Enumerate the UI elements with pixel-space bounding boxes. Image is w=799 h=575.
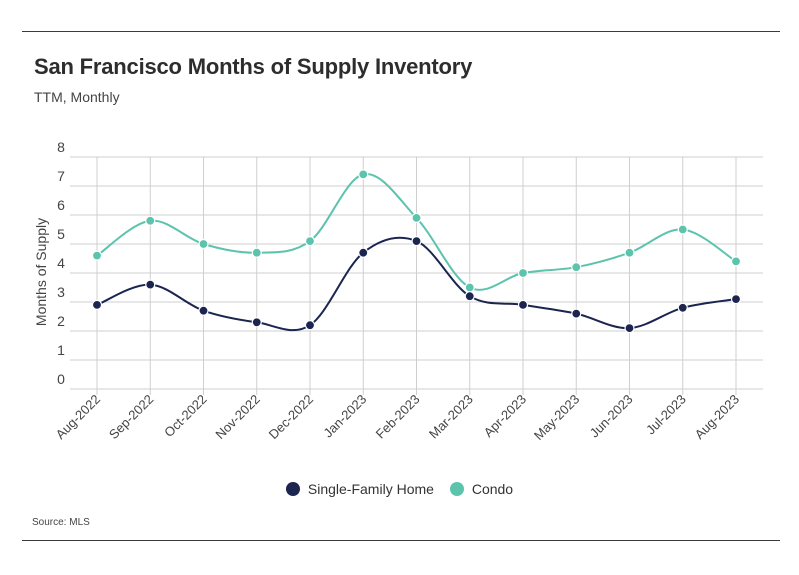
data-point-single-family[interactable] — [358, 247, 369, 258]
data-point-condo[interactable] — [358, 169, 369, 180]
legend-label-condo: Condo — [471, 481, 514, 497]
top-rule — [22, 31, 780, 32]
y-tick-label: 6 — [57, 197, 65, 213]
data-point-single-family[interactable] — [411, 236, 422, 247]
series-group — [91, 169, 742, 334]
x-tick-label: Jun-2023 — [587, 392, 636, 441]
condo-dot-icon — [449, 482, 464, 496]
y-tick-label: 4 — [57, 255, 65, 271]
y-tick-label: 3 — [57, 284, 65, 300]
x-tick-label: Jul-2023 — [643, 392, 689, 438]
data-point-condo[interactable] — [145, 215, 156, 226]
x-tick-label: Feb-2023 — [373, 392, 423, 442]
source-note: Source: MLS — [32, 517, 90, 528]
chart-subtitle: TTM, Monthly — [34, 89, 120, 105]
data-point-single-family[interactable] — [730, 294, 742, 305]
y-tick-label: 0 — [57, 371, 65, 387]
x-tick-label: Sep-2022 — [106, 392, 156, 442]
data-point-single-family[interactable] — [304, 320, 316, 331]
data-point-single-family[interactable] — [145, 279, 156, 290]
data-point-condo[interactable] — [91, 250, 103, 261]
data-point-condo[interactable] — [411, 212, 422, 223]
data-point-condo[interactable] — [624, 247, 635, 258]
y-tick-label: 1 — [57, 342, 65, 358]
x-tick-label: Aug-2023 — [692, 392, 742, 442]
legend-item-single-family[interactable]: Single-Family Home — [285, 481, 434, 497]
legend-label-single-family: Single-Family Home — [307, 481, 434, 497]
legend: Single-Family Home Condo — [0, 481, 799, 499]
data-point-condo[interactable] — [304, 236, 316, 247]
x-tick-label: Aug-2022 — [53, 392, 103, 442]
x-tick-label: Apr-2023 — [481, 392, 529, 440]
x-axis-ticks: Aug-2022 Sep-2022 Oct-2022 Nov-2022 Dec-2022… — [53, 392, 742, 443]
data-point-condo[interactable] — [251, 247, 262, 258]
data-point-single-family[interactable] — [677, 302, 688, 313]
data-point-condo[interactable] — [730, 256, 742, 267]
single-family-dot-icon — [285, 482, 300, 496]
data-point-single-family[interactable] — [251, 317, 262, 328]
data-point-condo[interactable] — [464, 282, 475, 293]
gridlines — [70, 156, 763, 395]
y-axis-ticks: 0 1 2 3 4 5 6 7 8 — [57, 139, 65, 387]
data-point-condo[interactable] — [517, 267, 529, 279]
data-point-single-family[interactable] — [198, 305, 209, 316]
data-point-condo[interactable] — [677, 224, 688, 235]
x-tick-label: Nov-2022 — [212, 392, 262, 442]
y-tick-label: 8 — [57, 139, 65, 155]
x-tick-label: Dec-2022 — [266, 392, 316, 442]
y-tick-label: 5 — [57, 226, 65, 242]
x-tick-label: Oct-2022 — [161, 392, 209, 440]
legend-item-condo[interactable]: Condo — [449, 481, 514, 497]
y-axis-label: Months of Supply — [33, 218, 49, 326]
data-point-single-family[interactable] — [91, 299, 103, 310]
x-tick-label: Mar-2023 — [426, 392, 476, 442]
data-point-single-family[interactable] — [464, 291, 475, 302]
data-point-condo[interactable] — [198, 238, 209, 250]
data-point-single-family[interactable] — [624, 323, 635, 334]
chart-title: San Francisco Months of Supply Inventory — [34, 54, 473, 79]
x-tick-label: May-2023 — [531, 392, 582, 443]
data-point-single-family[interactable] — [517, 299, 529, 310]
data-point-single-family[interactable] — [571, 308, 582, 319]
bottom-rule — [22, 540, 780, 541]
y-tick-label: 2 — [57, 313, 65, 329]
y-tick-label: 7 — [57, 168, 65, 184]
x-tick-label: Jan-2023 — [320, 392, 369, 441]
data-point-condo[interactable] — [571, 262, 582, 273]
